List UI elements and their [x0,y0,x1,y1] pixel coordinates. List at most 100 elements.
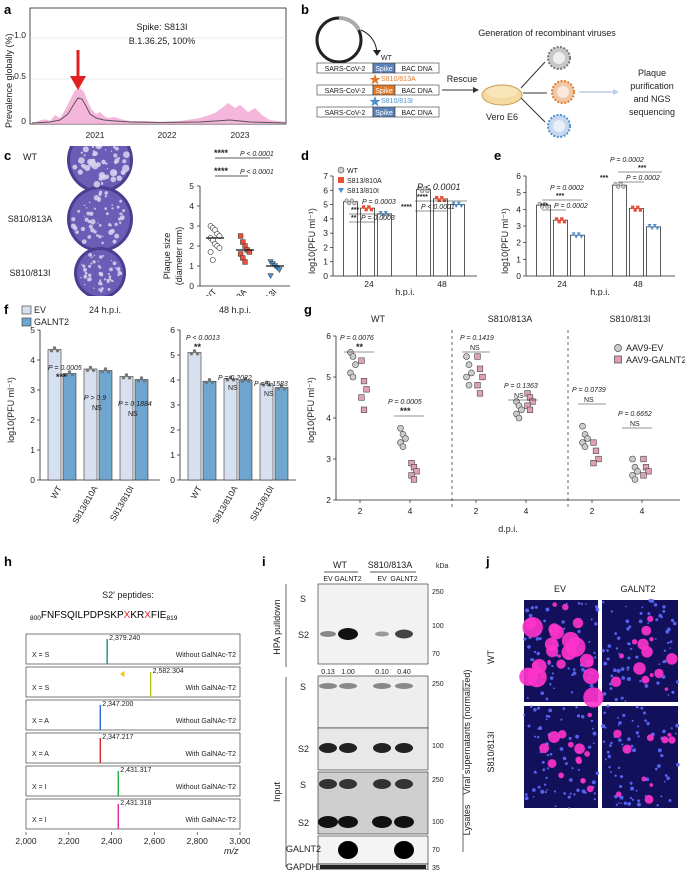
h-spectrum-frame [25,699,241,731]
j-nucleus [562,707,566,710]
j-nucleus [537,727,539,730]
plaque [81,239,87,245]
plaque [111,204,113,206]
j-nucleus [619,795,624,800]
bar-point [571,232,576,236]
f1-xtick-0: WT [48,484,63,500]
bar-point [650,226,655,231]
f2-xtick-0: WT [188,484,203,500]
b-virus-a-icon [551,80,575,104]
g-point-galnt2 [645,468,652,475]
ytick-label: 6 [516,171,521,181]
j-nucleus [617,801,620,804]
j-nucleus [554,805,557,808]
j-spike-signal [552,602,557,607]
h-row-x: X = I [32,817,47,824]
g-ytick-label: 2 [326,495,331,505]
bar-point [454,204,459,208]
j-spike-signal [610,676,622,688]
c-point [267,273,274,280]
j-nucleus [670,727,673,730]
f-bar-point [210,380,215,385]
d-xtick-24: 24 [364,279,374,289]
plaque [118,268,121,270]
j-nucleus [547,715,551,718]
b-plasmid-arrow [360,29,378,53]
g-point-galnt2 [360,378,368,385]
i-mw-5: 35 [432,865,440,870]
plaque [111,280,113,282]
e-xlabel: h.p.i. [590,287,610,296]
plaque [121,218,123,221]
h-xtick-label: 3,000 [229,836,250,846]
f-ytick-label: 2 [30,415,35,425]
j-nucleus [631,798,635,801]
plaque [73,225,78,231]
plaque [86,211,91,216]
f-ytick-label: 4 [30,355,35,365]
plaque [83,283,86,286]
j-nucleus [524,793,528,796]
g-a-s3: NS [514,393,524,400]
i-mw-3a: 250 [432,777,444,784]
g-wt-s0: P = 0.0076 [340,335,374,342]
ytick-label: 3 [323,228,328,238]
j-nucleus [543,783,547,786]
j-nucleus [620,802,622,805]
j-nucleus [665,629,670,634]
e-xtick-24: 24 [557,279,567,289]
plaque [97,196,101,201]
j-nucleus [590,618,593,621]
j-nucleus [527,645,531,649]
j-nucleus [533,650,537,654]
f-bar [187,352,202,481]
c-p-2: P < 0.0001 [240,169,274,176]
c-sig-1: **** [214,148,229,158]
bar-point [386,213,391,218]
g-a-s2: P = 0.1363 [504,383,538,390]
j-nucleus [585,603,587,605]
f-s24-3: NS [92,405,102,412]
h-seq-end: 819 [166,615,177,622]
f-bar-point [103,367,108,371]
g-point-galnt2 [474,353,481,360]
i-label-s2-1: S2 [298,630,309,640]
i-quant-3: 0.40 [397,669,411,676]
j-nucleus [593,792,596,795]
j-nucleus [576,788,580,793]
b-star-a-icon [369,74,381,85]
j-nucleus [577,629,581,634]
g-wt-s1: ** [356,342,364,352]
g-point-ev [629,455,636,463]
j-spike-signal [641,625,652,636]
plaque [106,167,109,170]
plaque [106,280,110,284]
plaque [88,224,93,229]
h-row-x: X = S [32,685,50,692]
plaque [104,149,107,151]
f-bar-point [67,370,72,374]
panel-j: j EV GALNT2 WT S810/813I [485,554,680,809]
ytick-label: 2 [323,242,328,252]
h-seq-start: 800 [30,615,41,622]
f-bar [238,379,253,481]
j-nucleus [544,791,547,794]
j-spike-signal [649,673,654,678]
j-nucleus [568,806,571,809]
j-nucleus [618,738,622,742]
j-nucleus [591,727,594,730]
bar-point [579,235,584,239]
j-row-i: S810/813I [486,731,496,772]
j-nucleus [643,711,647,715]
j-nucleus [602,601,605,604]
j-nucleus [606,750,610,754]
g-point-ev [634,468,641,475]
plaque [100,287,104,291]
g-i-s3: NS [630,421,640,428]
g-point-galnt2 [476,365,484,372]
g-point-galnt2 [479,373,486,381]
g-legend-ev: AAV9-EV [626,343,663,353]
ytick-label: 0 [516,271,521,281]
f-legend-ev-marker [21,305,32,315]
